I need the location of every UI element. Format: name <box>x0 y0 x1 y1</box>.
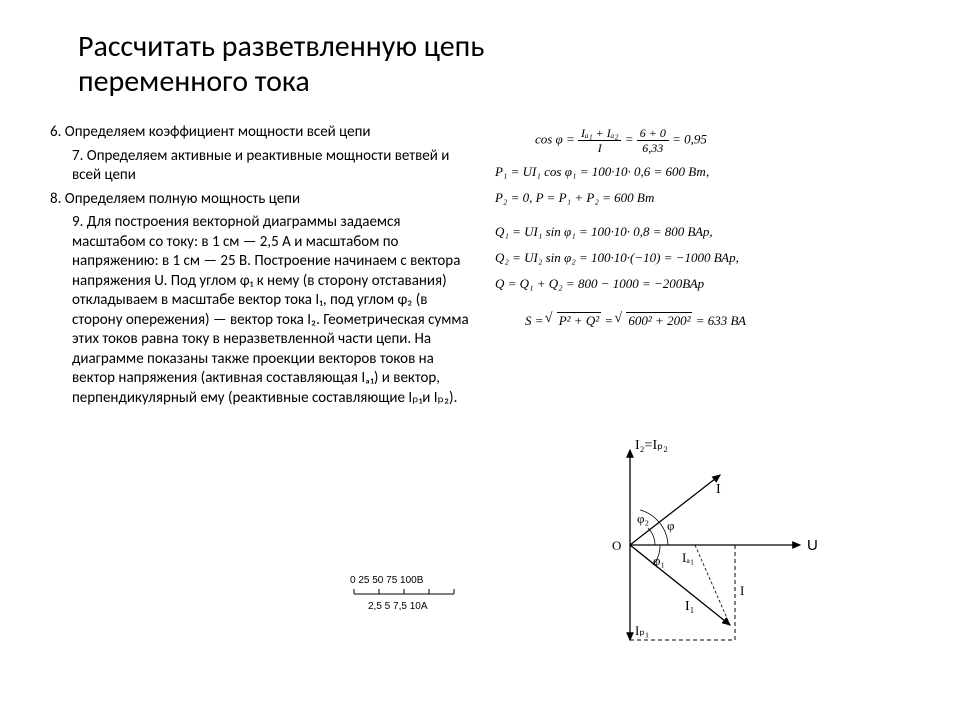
scale-amps: 2,5 5 7,5 10А <box>350 601 460 612</box>
page-title: Рассчитать разветвленную цепь переменног… <box>78 30 498 99</box>
eq-q2: Q₂ = UI₂ sin φ₂ = 100·10·(−10) = −1000 В… <box>495 250 910 266</box>
eq-cos-num1: Iₐ₁ + Iₐ₂ <box>578 127 621 141</box>
lbl-Ip1: Iₚ₁ <box>635 623 649 638</box>
step-7: 7. Определяем активные и реактивные мощн… <box>50 147 475 186</box>
scale-ruler-icon <box>350 586 460 598</box>
eq-q1: Q₁ = UI₁ sin φ₁ = 100·10· 0,8 = 800 ВАр, <box>495 224 910 240</box>
right-column: cos φ = Iₐ₁ + Iₐ₂ I = 6 + 0 6,33 = 0,95 … <box>495 123 910 412</box>
eq-s-sqrt1: P² + Q² <box>547 312 601 329</box>
eq-cos: cos φ = Iₐ₁ + Iₐ₂ I = 6 + 0 6,33 = 0,95 <box>535 127 910 154</box>
columns: 6. Определяем коэффициент мощности всей … <box>50 123 910 412</box>
eq-cos-eq1: = <box>625 131 634 146</box>
eq-s-sqrt2: 600² + 200² <box>616 312 692 329</box>
eq-s-eq: = <box>604 313 613 328</box>
eq-s-rhs: = 633 ВА <box>696 313 746 328</box>
eq-q3: Q = Q₁ + Q₂ = 800 − 1000 = −200ВАр <box>495 276 910 292</box>
eq-s-lhs: S = <box>525 313 544 328</box>
lbl-I1: I₁ <box>685 599 695 614</box>
eq-cos-frac1: Iₐ₁ + Iₐ₂ I <box>578 127 621 154</box>
eq-cos-den1: I <box>578 141 621 154</box>
eq-s-rad2: 600² + 200² <box>626 312 692 329</box>
eq-cos-lhs: cos φ = <box>535 131 575 146</box>
lbl-O: O <box>612 538 621 553</box>
eq-cos-num2: 6 + 0 <box>637 127 669 141</box>
step-6: 6. Определяем коэффициент мощности всей … <box>50 123 475 143</box>
step-8: 8. Определяем полную мощность цепи <box>50 190 475 210</box>
eq-s-rad1: P² + Q² <box>557 312 601 329</box>
lbl-I2: I₂=Iₚ₂ <box>635 438 668 453</box>
lbl-U: U <box>807 537 818 554</box>
eq-cos-den2: 6,33 <box>637 141 669 154</box>
eq-cos-frac2: 6 + 0 6,33 <box>637 127 669 154</box>
lbl-phi: φ <box>667 518 675 533</box>
lbl-Ia1: Iₐ₁ <box>682 550 694 565</box>
lbl-phi1: φ₁ <box>653 553 665 568</box>
eq-s: S = P² + Q² = 600² + 200² = 633 ВА <box>525 312 910 329</box>
lbl-phi2: φ₂ <box>637 511 649 526</box>
eq-cos-rhs: = 0,95 <box>672 131 707 146</box>
scale-legend: 0 25 50 75 100В 2,5 5 7,5 10А <box>350 575 460 612</box>
eq-p1: P₁ = UI₁ cos φ₁ = 100·10· 0,6 = 600 Вт, <box>495 164 910 180</box>
lbl-I: I <box>716 482 721 497</box>
scale-volts: 0 25 50 75 100В <box>350 575 460 586</box>
step-9: 9. Для построения векторной диаграммы за… <box>50 213 475 408</box>
left-column: 6. Определяем коэффициент мощности всей … <box>50 123 475 412</box>
vector-diagram: I₂=Iₚ₂ I φ₂ φ O U φ₁ Iₐ₁ I₁ I Iₚ₁ <box>540 435 840 695</box>
eq-p2: P₂ = 0, P = P₁ + P₂ = 600 Вт <box>495 190 910 206</box>
lbl-I-right: I <box>740 583 744 598</box>
